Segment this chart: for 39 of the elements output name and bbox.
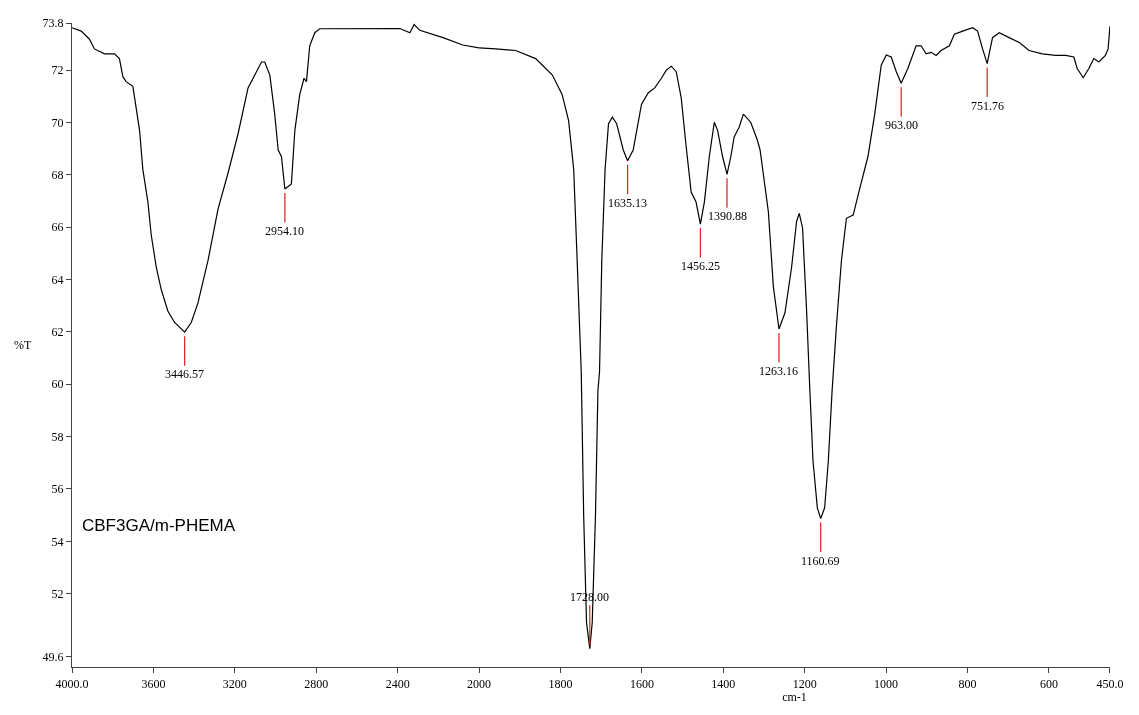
x-tick-label: 2400 [385,676,410,691]
y-tick-label: 49.6 [42,649,64,664]
annotation: 1635.13 [608,196,647,210]
y-tick-label: 73.8 [42,16,64,31]
y-tick-label: 58 [51,429,64,444]
y-tick-label: 64 [51,272,64,287]
annotation: 1263.16 [759,364,798,378]
x-tick-label: 1400 [711,676,736,691]
y-tick-label: 72 [51,63,64,78]
annotation: 963.00 [885,118,918,132]
annotation: 3446.57 [165,367,204,381]
x-axis-title: cm-1 [782,690,807,705]
annotation: 1456.25 [681,259,720,273]
annotation: 751.76 [971,99,1004,113]
y-tick-label: 56 [51,482,64,497]
x-tick-label: 1600 [629,676,654,691]
x-tick-label: 1800 [548,676,573,691]
y-tick-label: 60 [51,377,64,392]
x-tick-label: 800 [958,676,977,691]
annotation: 1390.88 [708,209,747,223]
annotation: 2954.10 [265,224,304,238]
x-tick-label: 3600 [141,676,166,691]
x-tick-label: 1200 [792,676,817,691]
x-tick-label: 600 [1039,676,1058,691]
y-tick-label: 62 [51,325,64,340]
y-tick-label: 68 [51,168,64,183]
y-axis-title: %T [14,338,32,352]
y-tick-label: 70 [51,115,64,130]
y-tick-label: 52 [51,586,64,601]
x-tick-label: 2800 [304,676,329,691]
x-tick-label: 1000 [874,676,899,691]
x-tick-label: 3200 [222,676,247,691]
y-tick-label: 54 [51,534,64,549]
x-tick-label: 450.0 [1096,676,1124,691]
annotation: CBF3GA/m-PHEMA [82,516,236,535]
y-tick-label: 66 [51,220,64,235]
annotation: 1160.69 [801,554,840,568]
x-tick-label: 2000 [467,676,492,691]
x-tick-label: 4000.0 [55,676,89,691]
